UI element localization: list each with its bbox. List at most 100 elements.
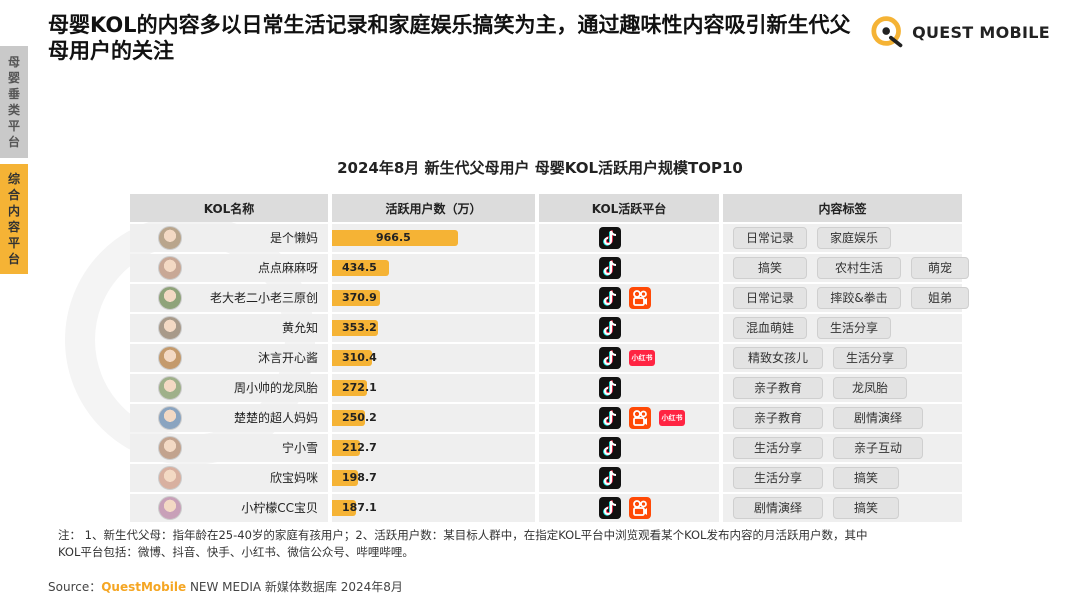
- active-users-cell: 370.9: [332, 284, 535, 312]
- active-users-cell: 187.1: [332, 494, 535, 522]
- table-row: 点点麻麻呀 434.5 搞笑 农村生活 萌宠: [130, 254, 969, 282]
- table-row: 老大老二小老三原创 370.9 日常记录 摔跤&拳击 姐弟: [130, 284, 969, 312]
- column-header-name: KOL名称: [130, 194, 328, 222]
- kol-avatar: [158, 256, 182, 280]
- active-users-bar: [332, 440, 360, 456]
- tiktok-icon: [599, 287, 621, 309]
- active-users-cell: 198.7: [332, 464, 535, 492]
- active-users-bar: [332, 380, 367, 396]
- content-tag: 亲子教育: [733, 377, 823, 399]
- content-tag: 日常记录: [733, 227, 807, 249]
- kol-name: 是个懒妈: [269, 231, 318, 245]
- content-tag: 生活分享: [833, 347, 907, 369]
- table-row: 周小帅的龙凤胎 272.1 亲子教育 龙凤胎: [130, 374, 962, 402]
- kol-name-cell: 是个懒妈: [130, 224, 328, 252]
- kuaishou-icon: [629, 407, 651, 429]
- platform-cell: [539, 254, 719, 282]
- kol-name-cell: 黄允知: [130, 314, 328, 342]
- kol-avatar: [158, 226, 182, 250]
- kol-avatar: [158, 286, 182, 310]
- tags-cell: 日常记录 家庭娱乐: [723, 224, 962, 252]
- side-tab-char: 合: [7, 188, 20, 202]
- active-users-value: 353.2: [342, 321, 377, 334]
- active-users-value: 272.1: [342, 381, 377, 394]
- platform-cell: [539, 374, 719, 402]
- source-prefix: Source：: [48, 580, 102, 594]
- content-tag: 混血萌娃: [733, 317, 807, 339]
- kol-avatar: [158, 316, 182, 340]
- active-users-cell: 353.2: [332, 314, 535, 342]
- active-users-bar: [332, 290, 380, 306]
- side-tab-char: 综: [7, 172, 20, 186]
- content-tag: 姐弟: [911, 287, 969, 309]
- content-tag: 搞笑: [833, 497, 899, 519]
- table-row: 欣宝妈咪 198.7 生活分享 搞笑: [130, 464, 962, 492]
- active-users-bar: [332, 470, 358, 486]
- kol-avatar: [158, 406, 182, 430]
- tiktok-icon: [599, 467, 621, 489]
- content-tag: 生活分享: [733, 467, 823, 489]
- platform-cell: [539, 464, 719, 492]
- side-tab-char: 台: [7, 252, 20, 266]
- side-tab-char: 垂: [7, 87, 20, 101]
- column-header-users: 活跃用户数（万）: [332, 194, 535, 222]
- side-tab-content-platform[interactable]: 综合内容平台: [0, 164, 28, 274]
- content-tag: 亲子教育: [733, 407, 823, 429]
- platform-cell: [539, 434, 719, 462]
- content-tag: 萌宠: [911, 257, 969, 279]
- column-header-platform: KOL活跃平台: [539, 194, 719, 222]
- source-line: Source：QuestMobile NEW MEDIA 新媒体数据库 2024…: [48, 578, 403, 595]
- content-tag: 精致女孩儿: [733, 347, 823, 369]
- kol-name: 小柠檬CC宝贝: [241, 501, 318, 515]
- content-tag: 剧情演绎: [833, 407, 923, 429]
- active-users-bar: [332, 260, 389, 276]
- source-rest: NEW MEDIA 新媒体数据库 2024年8月: [186, 580, 403, 594]
- kol-name-cell: 周小帅的龙凤胎: [130, 374, 328, 402]
- xiaohongshu-icon: 小红书: [659, 410, 685, 426]
- content-tag: 生活分享: [733, 437, 823, 459]
- platform-cell: [539, 314, 719, 342]
- table-row: 黄允知 353.2 混血萌娃 生活分享: [130, 314, 962, 342]
- content-tag: 剧情演绎: [733, 497, 823, 519]
- active-users-bar: [332, 500, 356, 516]
- content-tag: 摔跤&拳击: [817, 287, 901, 309]
- footnote: 注： 1、新生代父母：指年龄在25-40岁的家庭有孩用户；2、活跃用户数：某目标…: [58, 527, 1018, 561]
- active-users-cell: 310.4: [332, 344, 535, 372]
- questmobile-logo-icon: [871, 16, 903, 48]
- tags-cell: 精致女孩儿 生活分享: [723, 344, 962, 372]
- questmobile-logo: QUEST MOBILE: [870, 12, 1050, 52]
- kol-avatar: [158, 376, 182, 400]
- kuaishou-icon: [629, 287, 651, 309]
- active-users-bar: [332, 320, 378, 336]
- content-tag: 农村生活: [817, 257, 901, 279]
- content-tag: 搞笑: [733, 257, 807, 279]
- table-row: 沐言开心酱 310.4 小红书 精致女孩儿 生活分享: [130, 344, 962, 372]
- footnote-line-1: 注： 1、新生代父母：指年龄在25-40岁的家庭有孩用户；2、活跃用户数：某目标…: [58, 528, 868, 542]
- kol-name: 周小帅的龙凤胎: [233, 381, 318, 395]
- kol-avatar: [158, 346, 182, 370]
- chart-title: 2024年8月 新生代父母用户 母婴KOL活跃用户规模TOP10: [337, 159, 743, 177]
- side-tab-vertical-platform[interactable]: 母婴垂类平台: [0, 46, 28, 158]
- kol-name-cell: 欣宝妈咪: [130, 464, 328, 492]
- kol-name-cell: 老大老二小老三原创: [130, 284, 328, 312]
- logo-text: QUEST MOBILE: [912, 22, 1050, 42]
- kol-avatar: [158, 496, 182, 520]
- kol-name-cell: 点点麻麻呀: [130, 254, 328, 282]
- table-row: 楚楚的超人妈妈 250.2 小红书 亲子教育 剧情演绎: [130, 404, 962, 432]
- source-brand: QuestMobile: [101, 580, 187, 594]
- active-users-value: 370.9: [342, 291, 377, 304]
- side-tab-char: 平: [7, 119, 20, 133]
- kol-name: 楚楚的超人妈妈: [233, 411, 318, 425]
- side-tab-char: 台: [7, 135, 20, 149]
- tags-cell: 生活分享 搞笑: [723, 464, 962, 492]
- column-header-tags: 内容标签: [723, 194, 962, 222]
- kol-name: 宁小雪: [281, 441, 318, 455]
- platform-cell: [539, 284, 719, 312]
- active-users-bar: [332, 410, 365, 426]
- kol-name-cell: 宁小雪: [130, 434, 328, 462]
- platform-cell: 小红书: [539, 404, 719, 432]
- content-tag: 亲子互动: [833, 437, 923, 459]
- kol-avatar: [158, 436, 182, 460]
- content-tag: 生活分享: [817, 317, 891, 339]
- tags-cell: 日常记录 摔跤&拳击 姐弟: [723, 284, 969, 312]
